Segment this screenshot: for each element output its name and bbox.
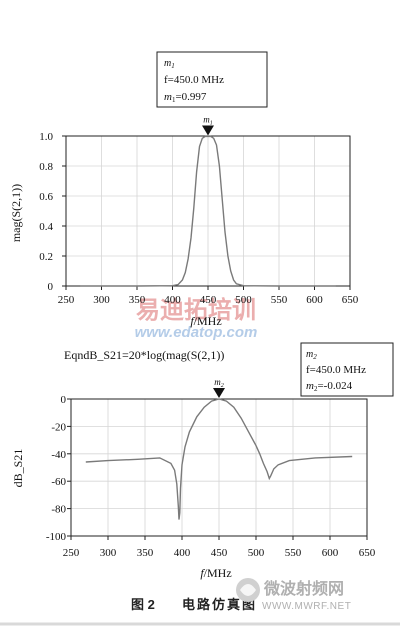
c1-x-tick-label: 500 (235, 294, 252, 306)
caption-figure-number: 图 2 (131, 597, 155, 612)
chart2-readout-line2: f=450.0 MHz (306, 364, 366, 376)
chart2-grid (71, 398, 367, 537)
chart2-marker-readout: m2 f=450.0 MHz m2=-0.024 (300, 342, 394, 397)
c2-x-tick-label: 450 (211, 547, 228, 559)
chart1-x-axis-label: f/MHz (190, 314, 221, 328)
watermark-center: 易迪拓培训 www.edatop.com (135, 296, 258, 341)
c2-y-tick-label: -100 (46, 531, 67, 543)
c2-x-tick-label: 500 (248, 547, 265, 559)
chart1-readout-box (156, 51, 268, 108)
chart2-title: EqndB_S21=20*log(mag(S(2,1)) (64, 348, 224, 362)
c1-y-tick-label: 0.6 (39, 191, 53, 203)
c1-x-tick-label: 250 (58, 294, 75, 306)
chart1-marker-m1: m1 (202, 114, 214, 136)
c1-x-tick-label: 650 (342, 294, 359, 306)
c1-x-tick-label: 450 (200, 294, 217, 306)
chart1-readout-line1: m1 (164, 58, 175, 70)
chart2-x-axis-label: f/MHz (200, 566, 231, 580)
c1-y-tick-label: 0.4 (39, 221, 53, 233)
chart2-xlabel-f: f (200, 566, 205, 580)
watermark-center-url: www.edatop.com (135, 324, 258, 341)
c2-y-tick-label: -40 (51, 449, 66, 461)
chart1-y-axis-label: mag(S(2,1)) (9, 184, 23, 242)
chart2-x-ticks: 250 300 350 400 450 500 550 600 650 (63, 536, 376, 559)
c1-x-tick-label: 300 (93, 294, 110, 306)
watermark-corner-cn: 微波射频网 (263, 579, 344, 598)
watermark-corner-url: WWW.MWRF.NET (262, 601, 351, 612)
chart2-readout-line3: m2=-0.024 (306, 380, 353, 393)
c1-x-tick-label: 350 (129, 294, 146, 306)
c2-y-tick-label: -20 (51, 421, 66, 433)
chart1-readout-line2: f=450.0 MHz (164, 74, 224, 86)
c1-x-tick-label: 600 (306, 294, 323, 306)
c1-x-tick-label: 400 (164, 294, 181, 306)
chart1-y-ticks: 0 0.2 0.4 0.6 0.8 1.0 (39, 131, 66, 293)
c2-x-tick-label: 650 (359, 547, 376, 559)
chart1-marker-label: m1 (203, 114, 213, 126)
chart2-y-ticks: 0 -20 -40 -60 -80 -100 (46, 394, 71, 543)
watermark-center-cn: 易迪拓培训 (136, 296, 256, 324)
watermark-corner-logo-icon (236, 578, 260, 602)
c2-x-tick-label: 400 (174, 547, 191, 559)
watermark-corner: 微波射频网 WWW.MWRF.NET (236, 578, 351, 612)
c2-y-tick-label: -80 (51, 504, 66, 516)
chart1-grid (66, 135, 350, 287)
c2-x-tick-label: 250 (63, 547, 80, 559)
chart2-marker-m2: m2 (213, 377, 225, 399)
c2-x-tick-label: 600 (322, 547, 339, 559)
caption-text: 电路仿真图 (182, 597, 257, 612)
chart1-marker-readout: m1 f=450.0 MHz m1=0.997 (156, 51, 268, 108)
svg-text:f/MHz: f/MHz (190, 314, 221, 328)
c2-x-tick-label: 350 (137, 547, 154, 559)
chart2-readout-line1: m2 (306, 349, 317, 361)
c2-y-tick-label: -60 (51, 476, 66, 488)
marker-triangle-icon (202, 125, 214, 136)
chart2-y-axis-label: dB_S21 (11, 449, 25, 488)
svg-text:f/MHz: f/MHz (200, 566, 231, 580)
chart-db-s21: EqndB_S21=20*log(mag(S(2,1)) 250 300 350 40… (11, 342, 394, 580)
c1-y-tick-label: 0 (48, 281, 54, 293)
marker-triangle-icon (213, 388, 225, 399)
c2-x-tick-label: 550 (285, 547, 302, 559)
c1-y-tick-label: 0.8 (39, 161, 53, 173)
c2-x-tick-label: 300 (100, 547, 117, 559)
c1-y-tick-label: 0.2 (39, 251, 53, 263)
chart2-readout-box (300, 342, 394, 397)
chart1-xlabel-f: f (190, 314, 195, 328)
chart1-xlabel-unit: /MHz (194, 314, 222, 328)
chart-mag-s21: 250 300 350 400 450 500 550 600 650 0 0.2 0.4 0.6 0.… (9, 51, 359, 328)
chart2-marker-label: m2 (214, 377, 224, 389)
c1-x-tick-label: 550 (271, 294, 288, 306)
chart2-xlabel-unit: /MHz (204, 566, 232, 580)
chart2-series-line (85, 398, 353, 520)
c1-y-tick-label: 1.0 (39, 131, 53, 143)
chart1-series-line (80, 135, 336, 287)
c2-y-tick-label: 0 (61, 394, 67, 406)
figure-caption: 图 2 电路仿真图 (131, 597, 257, 612)
chart1-x-ticks: 250 300 350 400 450 500 550 600 650 (58, 286, 359, 306)
chart1-readout-line3: m1=0.997 (164, 91, 207, 104)
